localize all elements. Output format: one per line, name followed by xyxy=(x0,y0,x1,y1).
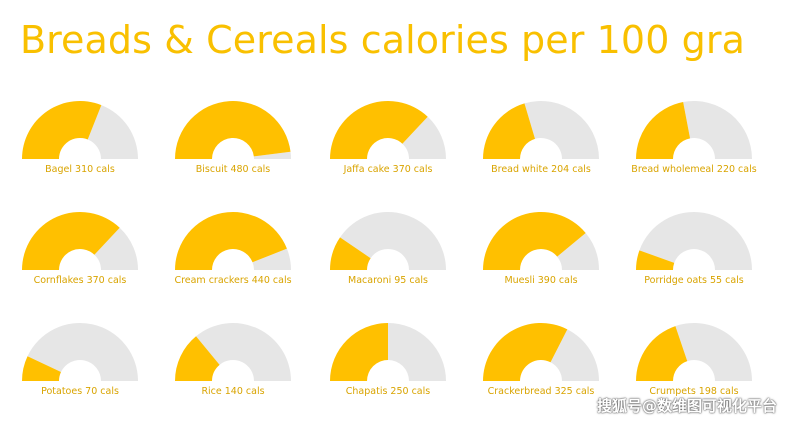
gauge-label: Crumpets 198 cals xyxy=(649,386,739,397)
chart-title: Breads & Cereals calories per 100 gra xyxy=(20,18,745,62)
gauge-fill xyxy=(175,336,220,381)
gauge-biscuit: Biscuit 480 cals xyxy=(158,89,308,189)
gauge-svg xyxy=(175,101,291,159)
gauge-svg xyxy=(175,212,291,270)
gauge-fill xyxy=(175,101,291,159)
gauge-track xyxy=(639,212,752,270)
gauge-track xyxy=(402,116,446,159)
gauge-porridge-oats: Porridge oats 55 cals xyxy=(619,200,769,300)
gauge-fill xyxy=(636,326,688,381)
gauge-track xyxy=(524,101,599,159)
gauge-track xyxy=(340,212,446,270)
gauge-crackerbread: Crackerbread 325 cals xyxy=(466,311,616,411)
gauge-label: Chapatis 250 cals xyxy=(345,386,431,397)
gauge-bread-white: Bread white 204 cals xyxy=(466,89,616,189)
gauge-label: Bagel 310 cals xyxy=(45,164,115,175)
gauge-label: Jaffa cake 370 cals xyxy=(343,164,433,175)
gauge-track xyxy=(675,323,752,381)
gauge-bagel: Bagel 310 cals xyxy=(5,89,155,189)
gauge-track xyxy=(87,105,138,159)
gauge-svg xyxy=(22,212,138,270)
gauge-fill xyxy=(636,250,675,270)
gauge-track xyxy=(27,323,138,381)
gauge-track xyxy=(252,248,291,270)
gauge-macaroni: Macaroni 95 cals xyxy=(313,200,463,300)
gauge-fill xyxy=(483,103,536,159)
gauge-fill xyxy=(636,102,691,159)
gauge-track xyxy=(388,323,446,381)
gauge-label: Cream crackers 440 cals xyxy=(174,275,292,286)
gauge-svg xyxy=(483,101,599,159)
gauge-label: Rice 140 cals xyxy=(201,386,265,397)
gauge-label: Muesli 390 cals xyxy=(504,275,578,286)
gauge-fill xyxy=(483,212,586,270)
gauge-crumpets: Crumpets 198 cals xyxy=(619,311,769,411)
gauge-track xyxy=(253,151,291,159)
gauge-svg xyxy=(22,100,138,159)
gauge-svg xyxy=(483,212,599,270)
gauge-chapatis: Chapatis 250 cals xyxy=(313,311,463,411)
gauge-track xyxy=(557,233,599,270)
gauge-svg xyxy=(636,212,752,270)
gauge-svg xyxy=(330,101,446,159)
gauge-label: Biscuit 480 cals xyxy=(195,164,271,175)
gauge-fill xyxy=(483,323,568,381)
gauge-label: Bread wholemeal 220 cals xyxy=(631,164,757,175)
gauge-track xyxy=(196,323,291,381)
gauge-bread-wholemeal: Bread wholemeal 220 cals xyxy=(619,89,769,189)
gauge-fill xyxy=(330,101,428,159)
gauge-label: Crackerbread 325 cals xyxy=(487,386,595,397)
gauge-svg xyxy=(483,323,599,381)
gauge-cream-crackers: Cream crackers 440 cals xyxy=(158,200,308,300)
gauge-track xyxy=(683,101,752,159)
gauge-rice: Rice 140 cals xyxy=(158,311,308,411)
gauge-svg xyxy=(175,323,291,381)
gauge-label: Porridge oats 55 cals xyxy=(644,275,744,286)
gauge-jaffa-cake: Jaffa cake 370 cals xyxy=(313,89,463,189)
gauge-label: Cornflakes 370 cals xyxy=(33,275,127,286)
gauge-fill xyxy=(175,212,287,270)
gauge-muesli: Muesli 390 cals xyxy=(466,200,616,300)
gauge-track xyxy=(94,227,138,270)
gauge-potatoes: Potatoes 70 cals xyxy=(5,311,155,411)
gauge-label: Potatoes 70 cals xyxy=(41,386,119,397)
watermark: 搜狐号@数维图可视化平台 xyxy=(596,397,777,415)
gauge-fill xyxy=(330,323,388,381)
gauge-fill xyxy=(22,100,102,159)
gauge-track xyxy=(550,329,599,381)
gauge-svg xyxy=(330,212,446,270)
gauge-fill xyxy=(330,237,371,270)
gauge-svg xyxy=(330,323,446,381)
gauge-svg xyxy=(636,101,752,159)
gauge-fill xyxy=(22,212,120,270)
gauge-fill xyxy=(22,356,61,381)
gauge-svg xyxy=(22,323,138,381)
gauge-svg xyxy=(636,323,752,381)
gauge-label: Bread white 204 cals xyxy=(491,164,591,175)
gauge-cornflakes: Cornflakes 370 cals xyxy=(5,200,155,300)
gauge-label: Macaroni 95 cals xyxy=(348,275,428,286)
